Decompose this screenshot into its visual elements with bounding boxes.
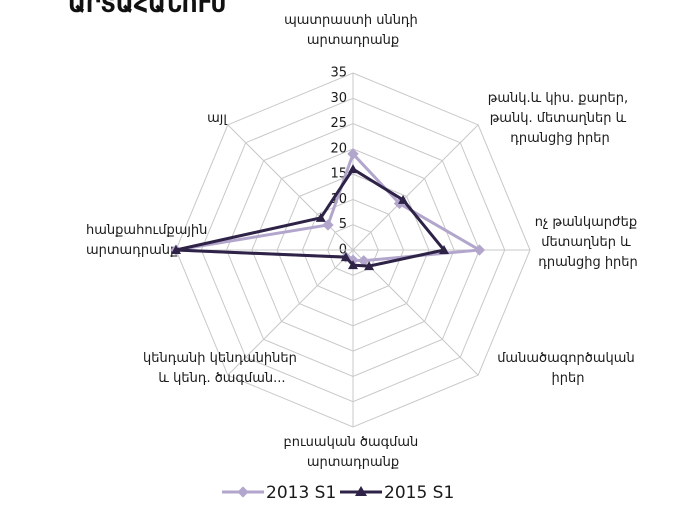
category-label-line: ոչ թանկարժեք [535, 215, 641, 230]
category-label-line: արտադրանք [307, 455, 399, 470]
y-tick-label: 15 [330, 167, 347, 182]
category-label-line: արտադրանք [86, 243, 178, 258]
marker [322, 219, 334, 231]
marker [315, 212, 326, 222]
category-label-line: դրանցից իրեր [510, 131, 610, 146]
category-label: հանքահումքային արտադրանք [86, 223, 212, 258]
category-label: մանածագործական իրեր [497, 351, 639, 386]
category-label-line: այլ [207, 111, 227, 126]
category-label-line: իրեր [552, 371, 585, 386]
category-label-line: արտադրանք [307, 33, 399, 48]
spoke [227, 249, 354, 376]
marker [358, 255, 370, 267]
category-label: բուսական ծագման արտադրանք [284, 435, 423, 470]
marker [171, 245, 181, 254]
category-label: կենդանի կենդանիներ և կենդ. ծագման... [143, 351, 301, 386]
category-label-line: հանքահումքային [86, 223, 212, 238]
marker [348, 164, 358, 174]
legend-marker [355, 486, 367, 496]
category-label-line: կենդանի կենդանիներ [143, 351, 301, 366]
legend-marker [237, 486, 249, 498]
series-line [175, 167, 447, 268]
category-label: թանկ.և կիս. քարեր, թանկ. մետաղներ և դրան… [488, 91, 632, 146]
y-tick-label: 25 [330, 116, 347, 131]
category-label: այլ [207, 111, 227, 126]
category-label-line: և կենդ. ծագման... [158, 371, 285, 386]
y-tick-label: 5 [339, 217, 347, 232]
y-tick-label: 30 [330, 91, 347, 106]
category-label: պատրաստի սննդի արտադրանք [284, 13, 422, 48]
category-label: ոչ թանկարժեք մետաղներ և դրանցից իրեր [535, 215, 641, 270]
marker [340, 252, 351, 262]
marker [439, 245, 450, 254]
spoke [352, 249, 479, 376]
category-label-line: թանկ. մետաղներ և [490, 111, 631, 126]
legend-label: 2013 S1 [266, 483, 336, 503]
chart-title: ԱՐՏԱՀԱՆՈՒՄ [68, 0, 228, 18]
category-label-line: բուսական ծագման [284, 435, 423, 450]
y-tick-label: 35 [330, 66, 347, 81]
marker [398, 194, 409, 204]
marker [347, 148, 359, 160]
marker [473, 244, 486, 256]
category-label-line: պատրաստի սննդի [284, 13, 422, 28]
marker [364, 261, 375, 271]
y-tick-label: 20 [330, 141, 347, 156]
legend-label: 2015 S1 [384, 483, 454, 503]
spoke [227, 124, 354, 251]
category-label-line: մետաղներ և [541, 235, 635, 250]
category-label-line: մանածագործական [497, 351, 639, 366]
category-label-line: թանկ.և կիս. քարեր, [488, 91, 632, 106]
marker [348, 260, 358, 270]
spoke [352, 124, 479, 251]
category-label-line: դրանցից իրեր [538, 255, 638, 270]
